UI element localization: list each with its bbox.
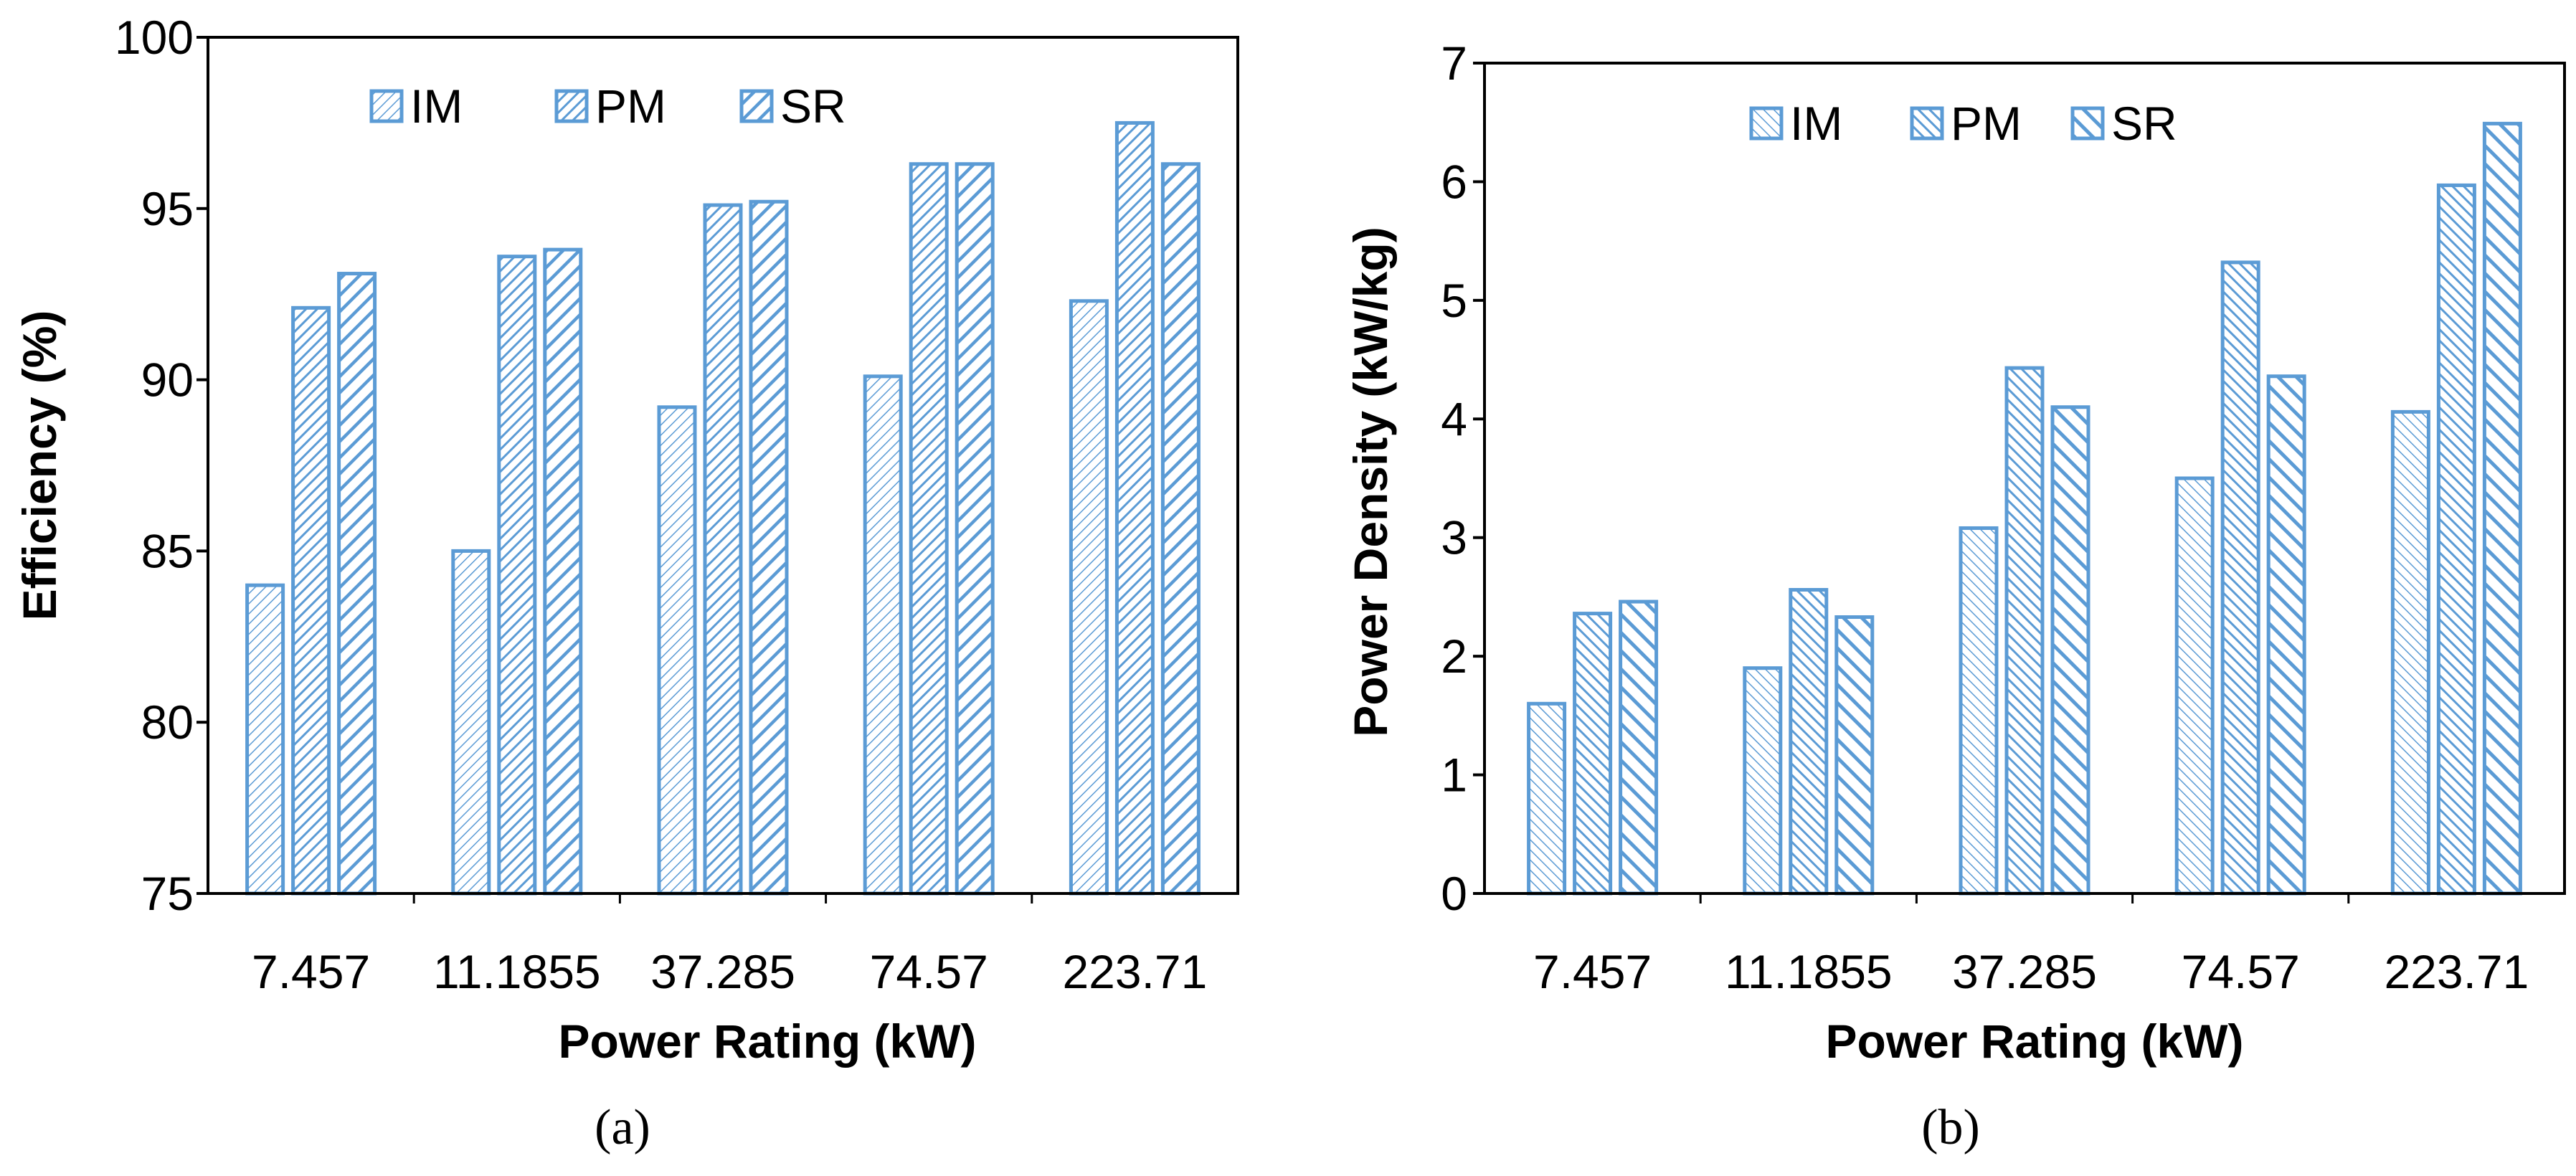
efficiency-x-tick-label: 223.71	[1062, 945, 1207, 998]
efficiency-bar-im-37.285	[657, 405, 697, 896]
power-density-x-ticks: 7.457 11.1855 37.285 74.57 223.71	[1533, 893, 2529, 998]
power-density-legend-label-pm: PM	[1951, 97, 2022, 150]
efficiency-caption: (a)	[595, 1100, 650, 1155]
efficiency-bars	[245, 120, 1201, 896]
efficiency-x-tick-label: 11.1855	[433, 945, 601, 998]
power-density-bar-im-74.57	[2174, 476, 2215, 896]
power-density-y-ticks: 0 1 2 3 4 5 6 7	[1441, 37, 1484, 920]
power-density-bar-im-7.457	[1527, 701, 1567, 896]
power-density-legend-swatch-im	[1749, 106, 1784, 141]
efficiency-y-tick-label: 90	[141, 354, 194, 407]
power-density-bar-sr-11.1855	[1834, 615, 1875, 896]
power-density-legend-swatch-sr	[2070, 106, 2105, 141]
power-density-bars	[1527, 121, 2522, 896]
power-density-y-tick-label: 7	[1441, 37, 1467, 90]
power-density-x-tick-label: 74.57	[2182, 945, 2300, 998]
efficiency-bar-pm-37.285	[703, 203, 743, 896]
power-density-bar-sr-37.285	[2050, 405, 2090, 896]
power-density-caption: (b)	[1921, 1100, 1980, 1155]
power-density-y-axis-title: Power Density (kW/kg)	[1344, 227, 1397, 736]
efficiency-bar-pm-11.1855	[497, 255, 537, 896]
power-density-x-tick-label: 37.285	[1952, 945, 2097, 998]
efficiency-bar-sr-11.1855	[543, 247, 583, 896]
power-density-plot-frame	[1483, 62, 2566, 895]
efficiency-y-tick-label: 95	[141, 182, 194, 235]
efficiency-x-axis-title: Power Rating (kW)	[558, 1015, 976, 1068]
efficiency-x-ticks: 7.457 11.1855 37.285 74.57 223.71	[252, 893, 1207, 998]
power-density-y-tick-label: 4	[1441, 392, 1467, 445]
power-density-x-tick-label: 11.1855	[1725, 945, 1893, 998]
power-density-chart: 0 1 2 3 4 5 6 7 7.457 11.1855 37.285 74.57 223.71 I…	[1344, 37, 2566, 1155]
power-density-x-tick-label: 7.457	[1533, 945, 1652, 998]
efficiency-bar-sr-74.57	[955, 162, 995, 896]
power-density-y-tick-label: 6	[1441, 155, 1467, 208]
power-density-legend-label-sr: SR	[2111, 97, 2177, 150]
power-density-bar-pm-11.1855	[1789, 588, 1829, 896]
efficiency-plot-frame	[207, 36, 1239, 895]
power-density-legend: IM PM SR	[1749, 97, 2177, 150]
power-density-bar-im-223.71	[2390, 409, 2430, 896]
power-density-y-tick-label: 5	[1441, 274, 1467, 327]
power-density-bar-pm-7.457	[1573, 612, 1613, 896]
efficiency-bar-im-7.457	[245, 583, 285, 896]
efficiency-y-axis-title: Efficiency (%)	[13, 310, 66, 621]
power-density-legend-swatch-pm	[1910, 106, 1944, 141]
efficiency-bar-pm-74.57	[909, 162, 949, 896]
power-density-bar-sr-7.457	[1619, 599, 1659, 896]
efficiency-legend-swatch-sr	[739, 89, 774, 123]
efficiency-legend-label-sr: SR	[780, 80, 846, 133]
efficiency-bar-pm-7.457	[291, 305, 331, 896]
efficiency-legend-label-im: IM	[410, 80, 463, 133]
efficiency-chart: 75 80 85 90 95 100 7.457 11.1855 37.285 74.57 223…	[13, 11, 1239, 1155]
efficiency-bar-sr-7.457	[337, 272, 377, 896]
efficiency-y-tick-label: 80	[141, 696, 194, 749]
efficiency-bar-sr-223.71	[1160, 162, 1201, 896]
power-density-bar-im-37.285	[1959, 526, 1999, 896]
efficiency-y-ticks: 75 80 85 90 95 100	[115, 11, 208, 920]
efficiency-legend-label-pm: PM	[595, 80, 666, 133]
efficiency-legend: IM PM SR	[369, 80, 846, 133]
power-density-y-tick-label: 0	[1441, 867, 1467, 920]
efficiency-legend-swatch-pm	[554, 89, 589, 123]
power-density-y-tick-label: 1	[1441, 749, 1467, 802]
efficiency-bar-sr-37.285	[749, 199, 789, 896]
efficiency-y-tick-label: 100	[115, 11, 194, 64]
efficiency-bar-im-74.57	[863, 374, 903, 896]
power-density-bar-pm-37.285	[2004, 366, 2045, 896]
power-density-bar-im-11.1855	[1743, 666, 1783, 896]
efficiency-y-tick-label: 85	[141, 524, 194, 577]
power-density-y-tick-label: 2	[1441, 630, 1467, 683]
efficiency-legend-swatch-im	[369, 89, 404, 123]
efficiency-bar-im-223.71	[1069, 299, 1109, 896]
power-density-bar-pm-74.57	[2220, 260, 2260, 896]
efficiency-y-tick-label: 75	[141, 867, 194, 920]
efficiency-x-tick-label: 7.457	[252, 945, 370, 998]
power-density-x-axis-title: Power Rating (kW)	[1825, 1015, 2243, 1068]
power-density-x-tick-label: 223.71	[2384, 945, 2529, 998]
power-density-legend-label-im: IM	[1790, 97, 1842, 150]
power-density-y-tick-label: 3	[1441, 511, 1467, 564]
efficiency-x-tick-label: 37.285	[650, 945, 795, 998]
efficiency-bar-pm-223.71	[1114, 120, 1155, 896]
power-density-bar-sr-223.71	[2482, 121, 2522, 896]
efficiency-x-tick-label: 74.57	[870, 945, 988, 998]
power-density-bar-sr-74.57	[2266, 374, 2306, 896]
efficiency-bar-im-11.1855	[451, 549, 491, 896]
power-density-bar-pm-223.71	[2436, 183, 2476, 896]
